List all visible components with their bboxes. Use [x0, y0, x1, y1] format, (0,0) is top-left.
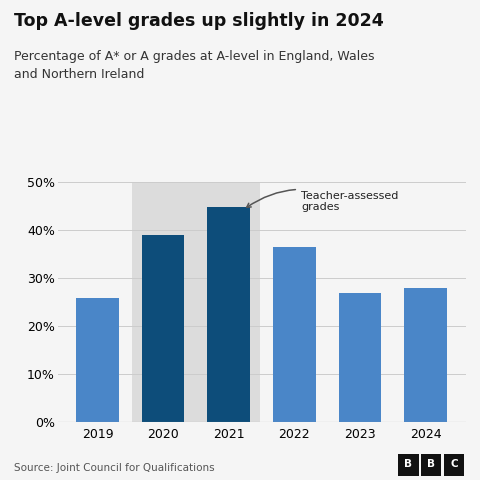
Bar: [339, 293, 382, 422]
Bar: [273, 247, 316, 422]
Bar: [421, 454, 442, 476]
Bar: [132, 182, 260, 422]
Text: Top A-level grades up slightly in 2024: Top A-level grades up slightly in 2024: [14, 12, 384, 30]
Bar: [76, 298, 119, 422]
Bar: [444, 454, 464, 476]
Text: B: B: [405, 459, 412, 469]
Bar: [142, 235, 184, 422]
Text: B: B: [427, 459, 435, 469]
Bar: [398, 454, 419, 476]
Text: Percentage of A* or A grades at A-level in England, Wales
and Northern Ireland: Percentage of A* or A grades at A-level …: [14, 50, 375, 81]
Bar: [207, 207, 250, 422]
Bar: [404, 288, 447, 422]
Text: C: C: [450, 459, 458, 469]
Text: Source: Joint Council for Qualifications: Source: Joint Council for Qualifications: [14, 463, 215, 473]
Text: Teacher-assessed
grades: Teacher-assessed grades: [247, 190, 398, 212]
